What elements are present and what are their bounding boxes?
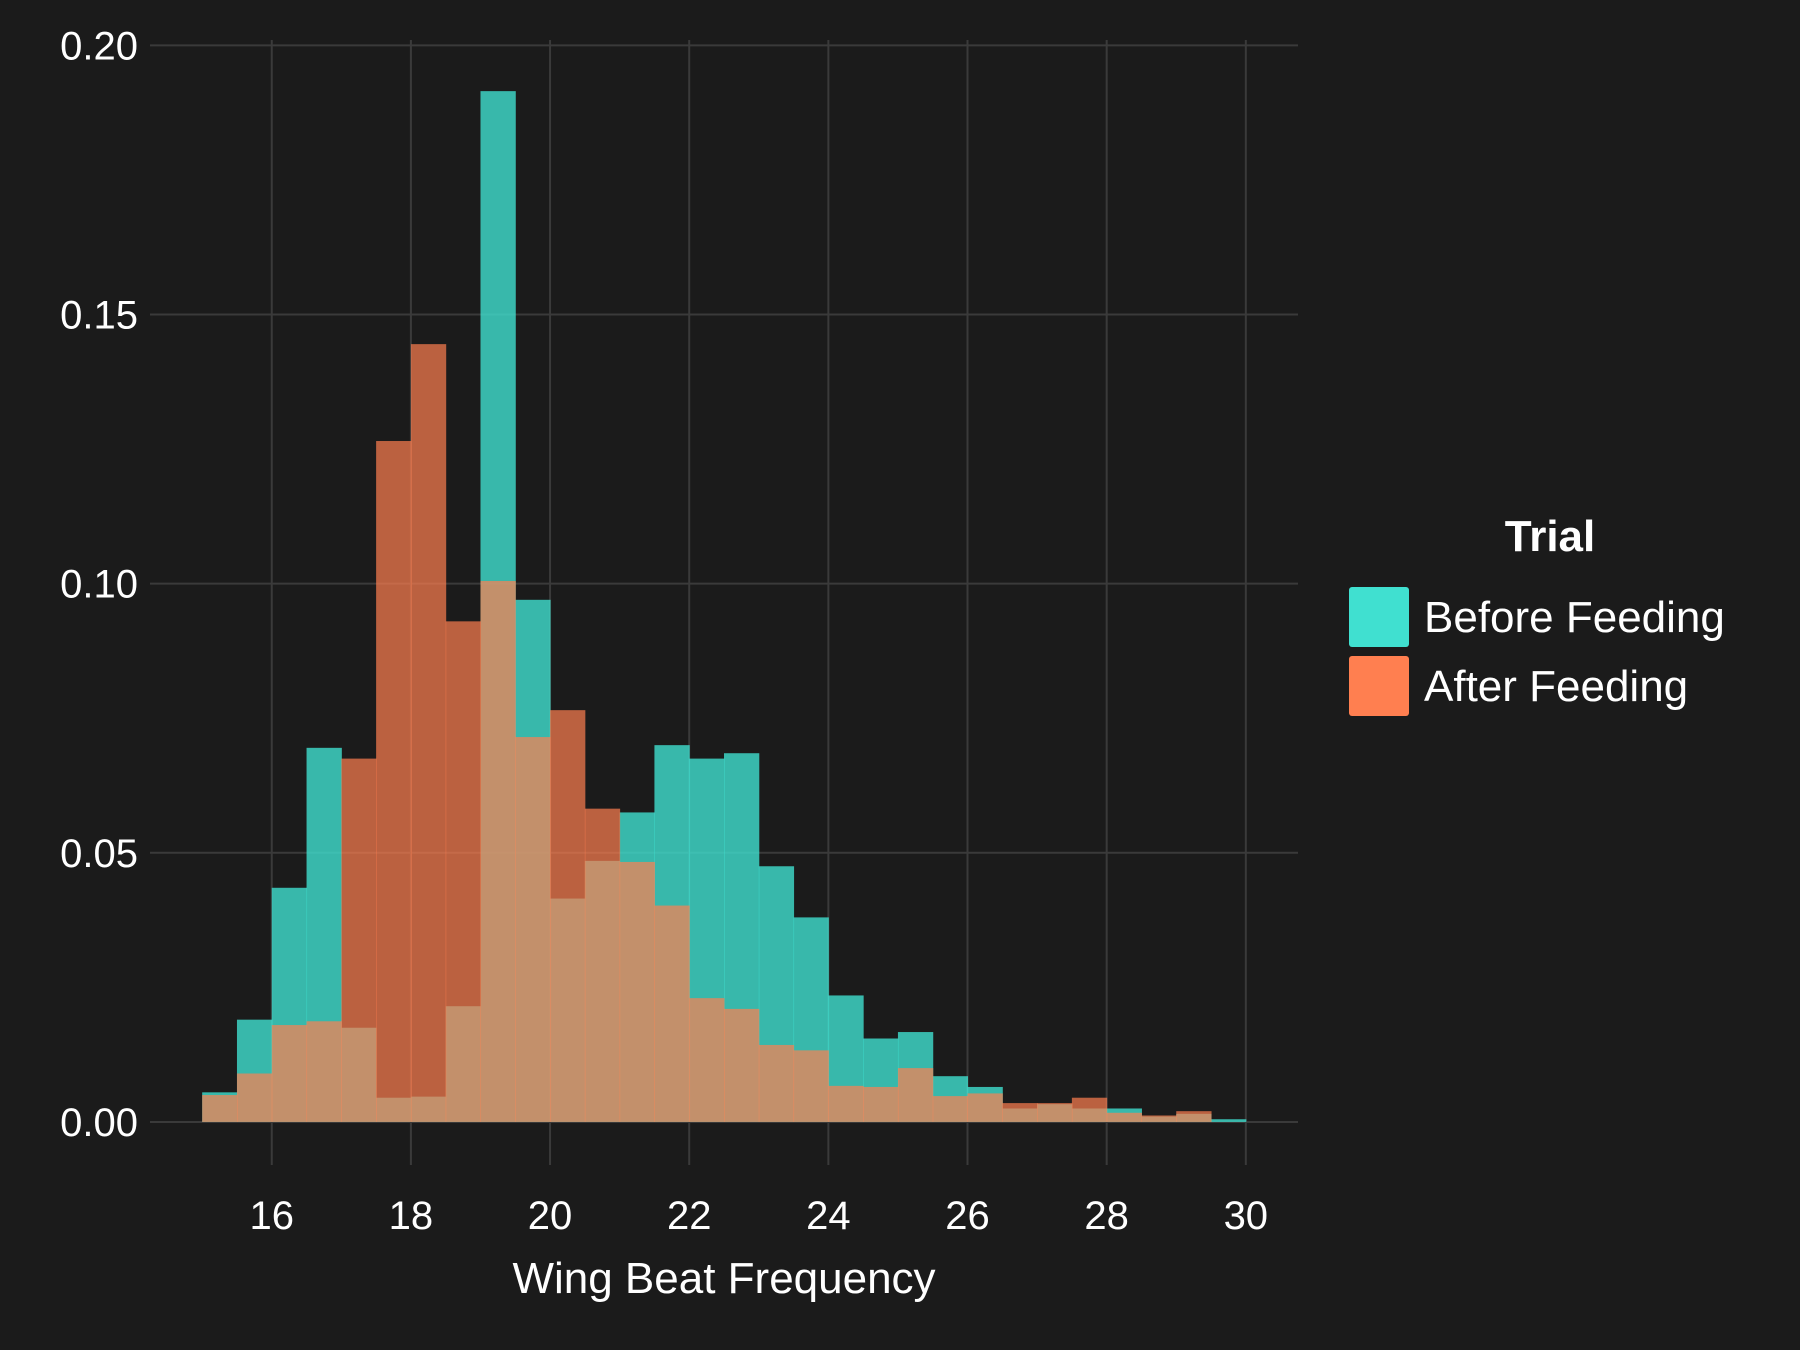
before-feeding-bar (1211, 1119, 1247, 1122)
after-feeding-bar (897, 1068, 934, 1122)
y-tick-label: 0.00 (60, 1101, 138, 1145)
x-tick-label: 26 (945, 1194, 990, 1238)
legend-swatch (1349, 656, 1409, 716)
legend: Trial Before Feeding After Feeding (1349, 512, 1725, 716)
after-feeding-bar (967, 1093, 1003, 1122)
after-feeding-bar (1002, 1103, 1038, 1122)
legend-label: Before Feeding (1424, 593, 1725, 642)
after-feeding-bar (515, 737, 551, 1122)
after-feeding-bar (793, 1050, 829, 1122)
y-tick-label: 0.05 (60, 832, 138, 876)
after-feeding-bar (828, 1085, 864, 1122)
after-feeding-series (202, 344, 1212, 1122)
after-feeding-bar (654, 905, 690, 1122)
after-feeding-bar (1106, 1112, 1142, 1122)
after-feeding-bar (306, 1021, 342, 1122)
x-tick-label: 28 (1084, 1194, 1129, 1238)
after-feeding-bar (758, 1044, 795, 1122)
after-feeding-bar (445, 621, 481, 1122)
after-feeding-bar (863, 1086, 899, 1122)
after-feeding-bar (410, 344, 447, 1122)
after-feeding-bar (1037, 1103, 1073, 1122)
after-feeding-bar (236, 1073, 273, 1122)
after-feeding-bar (202, 1095, 238, 1122)
x-tick-label: 30 (1224, 1194, 1269, 1238)
after-feeding-bar (480, 580, 516, 1122)
y-tick-label: 0.15 (60, 294, 138, 338)
after-feeding-bar (724, 1008, 760, 1122)
y-axis-tick-labels: 0.00 0.05 0.10 0.15 0.20 (60, 24, 138, 1145)
y-tick-label: 0.20 (60, 24, 138, 68)
legend-swatch (1349, 587, 1409, 647)
legend-label: After Feeding (1424, 662, 1688, 711)
after-feeding-bar (689, 998, 725, 1122)
legend-title: Trial (1505, 512, 1596, 561)
x-tick-label: 24 (806, 1194, 851, 1238)
after-feeding-bar (584, 808, 621, 1122)
after-feeding-bar (1176, 1111, 1212, 1122)
x-axis-tick-labels: 16 18 20 22 24 26 28 30 (250, 1194, 1269, 1238)
x-tick-label: 20 (528, 1194, 573, 1238)
x-tick-label: 22 (667, 1194, 712, 1238)
after-feeding-bar (619, 861, 655, 1122)
grid-lines (150, 40, 1298, 1165)
x-tick-label: 16 (250, 1194, 295, 1238)
after-feeding-bar (271, 1025, 308, 1122)
x-tick-label: 18 (389, 1194, 434, 1238)
y-tick-label: 0.10 (60, 563, 138, 607)
x-axis-title: Wing Beat Frequency (512, 1254, 935, 1303)
after-feeding-bar (341, 758, 377, 1122)
after-feeding-bar (376, 441, 412, 1122)
after-feeding-bar (932, 1096, 969, 1122)
after-feeding-bar (1071, 1097, 1108, 1122)
after-feeding-bar (1141, 1115, 1177, 1122)
after-feeding-bar (550, 710, 586, 1122)
